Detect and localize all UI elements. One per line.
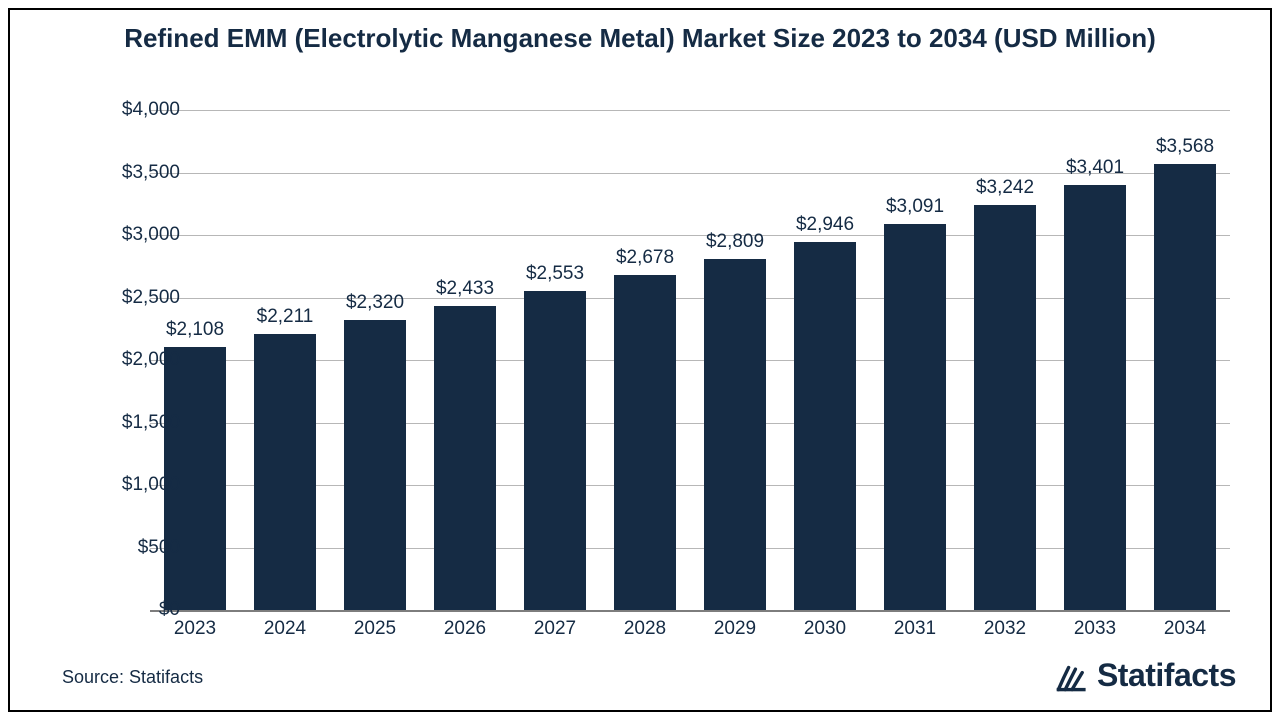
x-tick: 2033 [1050,618,1140,640]
bar-value-label: $2,320 [344,292,406,314]
bar-group: $2,211 [240,110,330,610]
bar-group: $2,809 [690,110,780,610]
bar-value-label: $3,091 [884,196,946,218]
bar: $3,568 [1154,164,1216,610]
bar: $2,809 [704,259,766,610]
bar: $2,211 [254,334,316,610]
chart-frame: Refined EMM (Electrolytic Manganese Meta… [8,8,1272,712]
y-tick: $3,500 [50,162,180,184]
bar: $2,320 [344,320,406,610]
bar: $2,433 [434,306,496,610]
bar-group: $2,946 [780,110,870,610]
y-tick: $1,000 [50,474,180,496]
x-tick: 2026 [420,618,510,640]
brand-icon [1055,659,1089,693]
x-tick: 2027 [510,618,600,640]
y-tick: $4,000 [50,99,180,121]
bar-group: $2,320 [330,110,420,610]
bar-series: $2,108 $2,211 $2,320 $2,433 $2,553 $2,678 $2,8… [150,110,1230,610]
bar-value-label: $2,108 [164,319,226,341]
bar-value-label: $2,553 [524,263,586,285]
y-tick: $2,500 [50,287,180,309]
y-tick: $3,000 [50,224,180,246]
bar-group: $2,433 [420,110,510,610]
y-tick: $1,500 [50,412,180,434]
bar-group: $3,242 [960,110,1050,610]
bar: $2,946 [794,242,856,610]
x-tick: 2024 [240,618,330,640]
x-tick: 2030 [780,618,870,640]
bar-value-label: $3,568 [1154,136,1216,158]
bar-value-label: $3,401 [1064,157,1126,179]
gridline [150,610,1230,612]
plot-area: $2,108 $2,211 $2,320 $2,433 $2,553 $2,678 $2,8… [150,110,1230,610]
bar: $3,091 [884,224,946,610]
bar-value-label: $2,678 [614,247,676,269]
bar-group: $2,678 [600,110,690,610]
x-tick: 2031 [870,618,960,640]
bar-group: $3,401 [1050,110,1140,610]
bar-value-label: $3,242 [974,177,1036,199]
x-tick: 2025 [330,618,420,640]
x-tick: 2028 [600,618,690,640]
x-tick: 2034 [1140,618,1230,640]
y-tick: $2,000 [50,349,180,371]
bar: $3,242 [974,205,1036,610]
bar-group: $3,568 [1140,110,1230,610]
bar: $3,401 [1064,185,1126,610]
brand-logo: Statifacts [1055,657,1236,694]
source-text: Source: Statifacts [62,667,203,688]
x-tick: 2032 [960,618,1050,640]
bar-group: $3,091 [870,110,960,610]
bar: $2,553 [524,291,586,610]
x-tick: 2023 [150,618,240,640]
y-tick: $500 [50,537,180,559]
brand-text: Statifacts [1097,657,1236,694]
bar: $2,678 [614,275,676,610]
bar-group: $2,553 [510,110,600,610]
bar-value-label: $2,433 [434,278,496,300]
bar-value-label: $2,211 [254,306,316,328]
bar-value-label: $2,809 [704,231,766,253]
bar-value-label: $2,946 [794,214,856,236]
chart-title: Refined EMM (Electrolytic Manganese Meta… [10,22,1270,55]
x-tick: 2029 [690,618,780,640]
